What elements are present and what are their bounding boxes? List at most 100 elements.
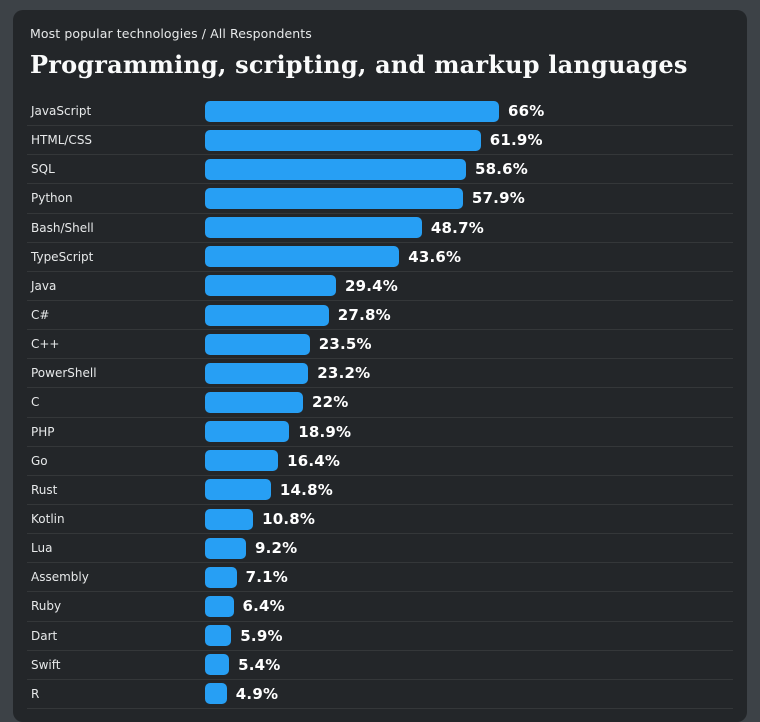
bar bbox=[205, 391, 303, 413]
percent-label: 10.8% bbox=[262, 510, 316, 529]
percent-label: 58.6% bbox=[475, 160, 529, 179]
percent-label: 29.4% bbox=[345, 276, 399, 295]
language-label: TypeScript bbox=[31, 249, 94, 264]
bar bbox=[205, 158, 466, 180]
percent-label: 57.9% bbox=[471, 189, 525, 208]
language-label: C bbox=[31, 395, 40, 410]
bar-area: 29.4% bbox=[205, 275, 733, 297]
language-label: Ruby bbox=[31, 599, 62, 614]
chart-row: Ruby 6.4% bbox=[27, 592, 733, 622]
bar bbox=[205, 625, 232, 647]
language-label: Lua bbox=[31, 541, 53, 556]
percent-label: 22% bbox=[312, 393, 349, 412]
percent-label: 4.9% bbox=[235, 684, 279, 703]
language-label: PowerShell bbox=[31, 366, 97, 381]
bar-area: 23.2% bbox=[205, 362, 733, 384]
chart-row: Dart 5.9% bbox=[27, 622, 733, 651]
bar-area: 7.1% bbox=[205, 566, 733, 588]
bar bbox=[205, 304, 329, 326]
percent-label: 5.4% bbox=[238, 655, 281, 674]
chart-row: TypeScript 43.6% bbox=[27, 243, 733, 272]
bar bbox=[205, 275, 336, 297]
chart-row: Java 29.4% bbox=[27, 272, 733, 301]
language-label: Rust bbox=[31, 482, 58, 497]
bar bbox=[205, 566, 237, 588]
bar-area: 5.9% bbox=[205, 625, 733, 647]
percent-label: 9.2% bbox=[255, 539, 298, 558]
survey-card: Most popular technologies / All Responde… bbox=[13, 10, 747, 722]
bar-area: 4.9% bbox=[205, 683, 733, 705]
bar-area: 6.4% bbox=[205, 595, 733, 617]
percent-label: 43.6% bbox=[408, 247, 462, 266]
bar bbox=[205, 187, 463, 209]
language-label: R bbox=[31, 686, 40, 701]
language-label: C++ bbox=[31, 337, 60, 352]
chart-row: Kotlin 10.8% bbox=[27, 505, 733, 535]
percent-label: 23.5% bbox=[318, 335, 372, 354]
language-label: JavaScript bbox=[31, 104, 92, 119]
bar-area: 16.4% bbox=[205, 450, 733, 472]
bar-area: 43.6% bbox=[205, 246, 733, 268]
bar bbox=[205, 421, 290, 443]
bar bbox=[205, 654, 230, 676]
percent-label: 18.9% bbox=[298, 422, 352, 441]
bar-area: 23.5% bbox=[205, 333, 733, 355]
percent-label: 16.4% bbox=[287, 451, 341, 470]
chart-row: HTML/CSS 61.9% bbox=[27, 126, 733, 156]
chart-row: SQL 58.6% bbox=[27, 155, 733, 185]
chart-row: Lua 9.2% bbox=[27, 534, 733, 564]
language-label: Dart bbox=[31, 628, 58, 643]
language-label: Java bbox=[31, 278, 57, 293]
chart-row: Go 16.4% bbox=[27, 447, 733, 476]
language-label: Swift bbox=[31, 657, 61, 672]
percent-label: 14.8% bbox=[279, 480, 333, 499]
chart-row: Assembly 7.1% bbox=[27, 563, 733, 593]
bar bbox=[205, 508, 254, 530]
chart-row: Rust 14.8% bbox=[27, 476, 733, 505]
bar-area: 58.6% bbox=[205, 158, 733, 180]
bar bbox=[205, 683, 227, 705]
language-label: C# bbox=[31, 308, 50, 323]
language-label: PHP bbox=[31, 424, 55, 439]
language-label: Bash/Shell bbox=[31, 220, 94, 235]
bar-area: 5.4% bbox=[205, 654, 733, 676]
chart-row: PowerShell 23.2% bbox=[27, 359, 733, 389]
bar-area: 57.9% bbox=[205, 187, 733, 209]
bar bbox=[205, 595, 234, 617]
chart-row: C++ 23.5% bbox=[27, 330, 733, 360]
bar-area: 22% bbox=[205, 391, 733, 413]
language-label: SQL bbox=[31, 162, 55, 177]
percent-label: 48.7% bbox=[430, 218, 484, 237]
percent-label: 5.9% bbox=[240, 626, 283, 645]
language-label: Kotlin bbox=[31, 512, 65, 527]
language-label: Assembly bbox=[31, 570, 89, 585]
chart-row: C# 27.8% bbox=[27, 301, 733, 331]
card-header: Most popular technologies / All Responde… bbox=[13, 10, 747, 80]
bar bbox=[205, 450, 279, 472]
chart-row: R 4.9% bbox=[27, 680, 733, 709]
bar bbox=[205, 129, 481, 151]
bar bbox=[205, 217, 422, 239]
breadcrumb: Most popular technologies / All Responde… bbox=[30, 26, 312, 41]
bar-area: 9.2% bbox=[205, 537, 733, 559]
bar-area: 66% bbox=[205, 100, 733, 122]
chart-row: Python 57.9% bbox=[27, 184, 733, 214]
chart-row: Bash/Shell 48.7% bbox=[27, 214, 733, 243]
language-label: Go bbox=[31, 453, 48, 468]
bar-area: 27.8% bbox=[205, 304, 733, 326]
chart-rows: JavaScript 66% HTML/CSS 61.9% SQL 58.6% … bbox=[27, 97, 733, 709]
chart-row: C 22% bbox=[27, 388, 733, 418]
language-label: HTML/CSS bbox=[31, 133, 93, 148]
bar bbox=[205, 362, 309, 384]
bar-area: 48.7% bbox=[205, 217, 733, 239]
bar-area: 61.9% bbox=[205, 129, 733, 151]
bar-area: 14.8% bbox=[205, 479, 733, 501]
chart-row: JavaScript 66% bbox=[27, 97, 733, 127]
bar bbox=[205, 537, 246, 559]
chart-row: PHP 18.9% bbox=[27, 418, 733, 447]
bar-area: 10.8% bbox=[205, 508, 733, 530]
language-label: Python bbox=[31, 191, 73, 206]
percent-label: 66% bbox=[508, 102, 545, 121]
bar-area: 18.9% bbox=[205, 421, 733, 443]
percent-label: 27.8% bbox=[337, 306, 391, 325]
